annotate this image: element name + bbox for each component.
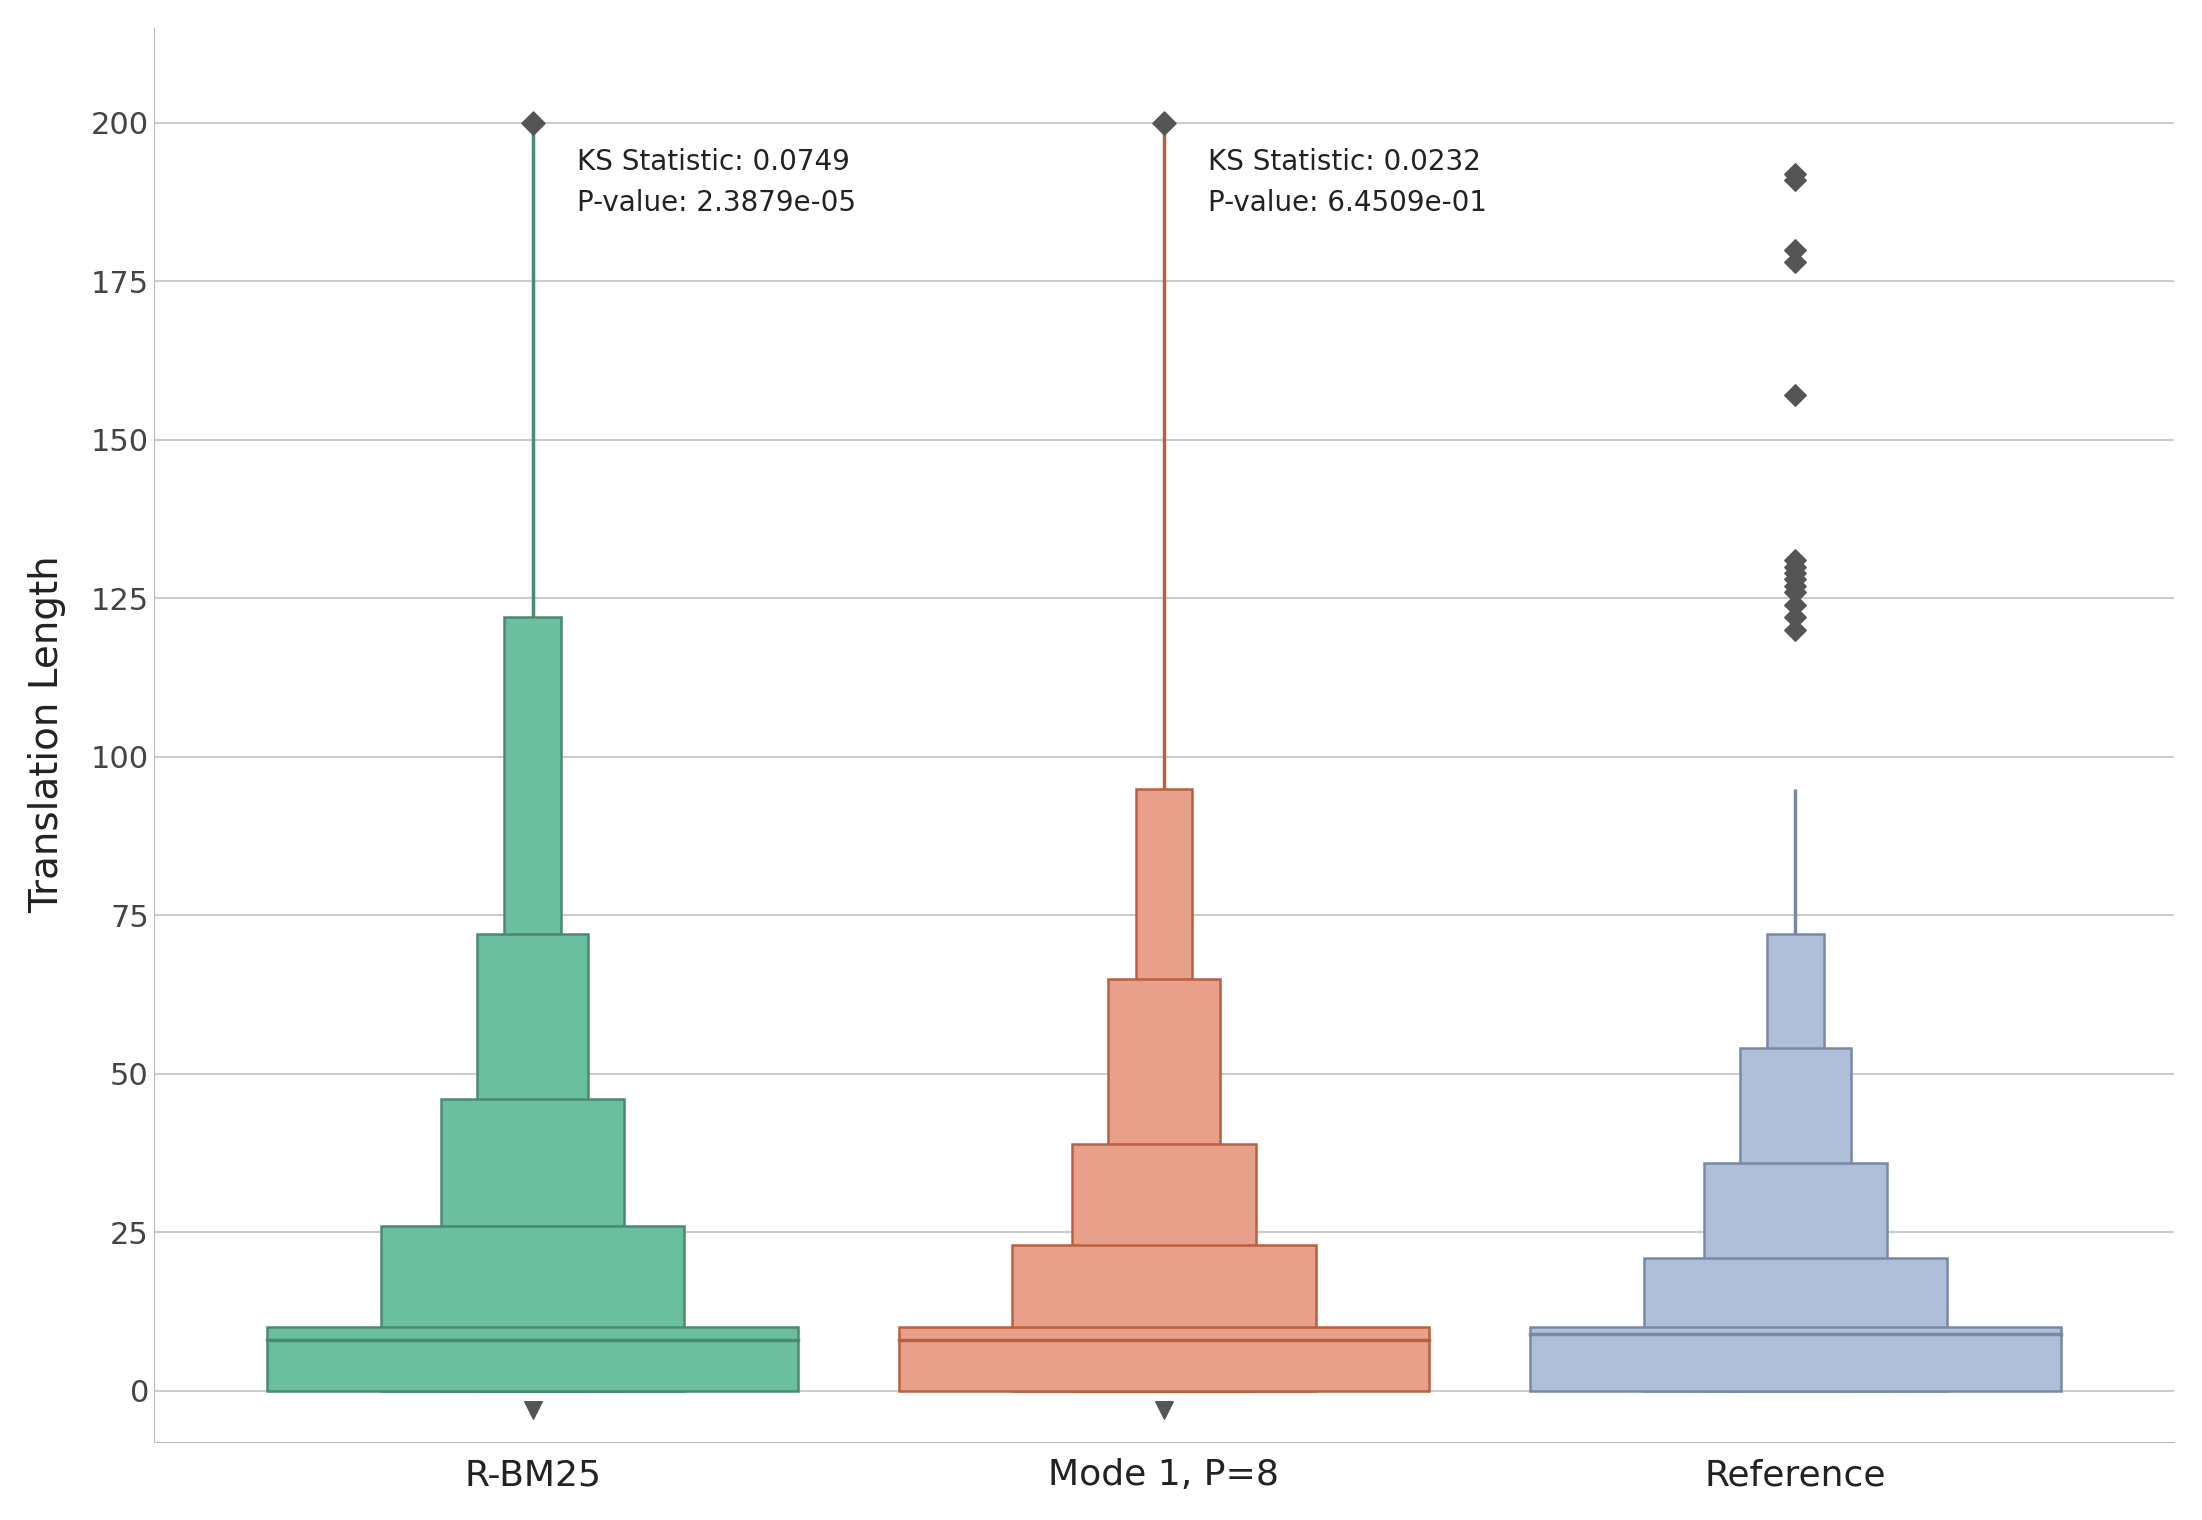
Bar (898, 1327, 1429, 1391)
Point (515, 111, 550, 135)
Point (1777, 605, 1812, 629)
Point (1777, 383, 1812, 407)
Bar (1766, 935, 1823, 1391)
Bar (1704, 1163, 1887, 1391)
Point (515, 1398, 550, 1423)
Text: KS Statistic: 0.0749
P-value: 2.3879e-05: KS Statistic: 0.0749 P-value: 2.3879e-05 (577, 149, 857, 217)
Bar (1740, 1049, 1852, 1391)
Point (1777, 561, 1812, 585)
Point (1777, 555, 1812, 579)
Bar (1530, 1327, 2061, 1391)
Point (1777, 619, 1812, 643)
Point (1777, 579, 1812, 603)
Bar (1136, 789, 1193, 1391)
Point (1777, 567, 1812, 591)
Bar (1072, 1143, 1255, 1391)
Point (1777, 593, 1812, 617)
Point (1777, 161, 1812, 185)
Text: KS Statistic: 0.0232
P-value: 6.4509e-01: KS Statistic: 0.0232 P-value: 6.4509e-01 (1209, 149, 1486, 217)
Bar (504, 617, 562, 1391)
Bar (478, 935, 588, 1391)
Point (1777, 251, 1812, 275)
Point (1777, 573, 1812, 597)
Point (1777, 549, 1812, 573)
Y-axis label: Translation Length: Translation Length (29, 556, 66, 914)
Bar (266, 1327, 797, 1391)
Bar (440, 1099, 623, 1391)
Bar (381, 1227, 685, 1391)
Point (1147, 1398, 1182, 1423)
Point (1777, 237, 1812, 261)
Bar (1013, 1245, 1315, 1391)
Bar (1108, 979, 1220, 1391)
Point (1147, 111, 1182, 135)
Bar (1645, 1257, 1947, 1391)
Point (1777, 167, 1812, 192)
